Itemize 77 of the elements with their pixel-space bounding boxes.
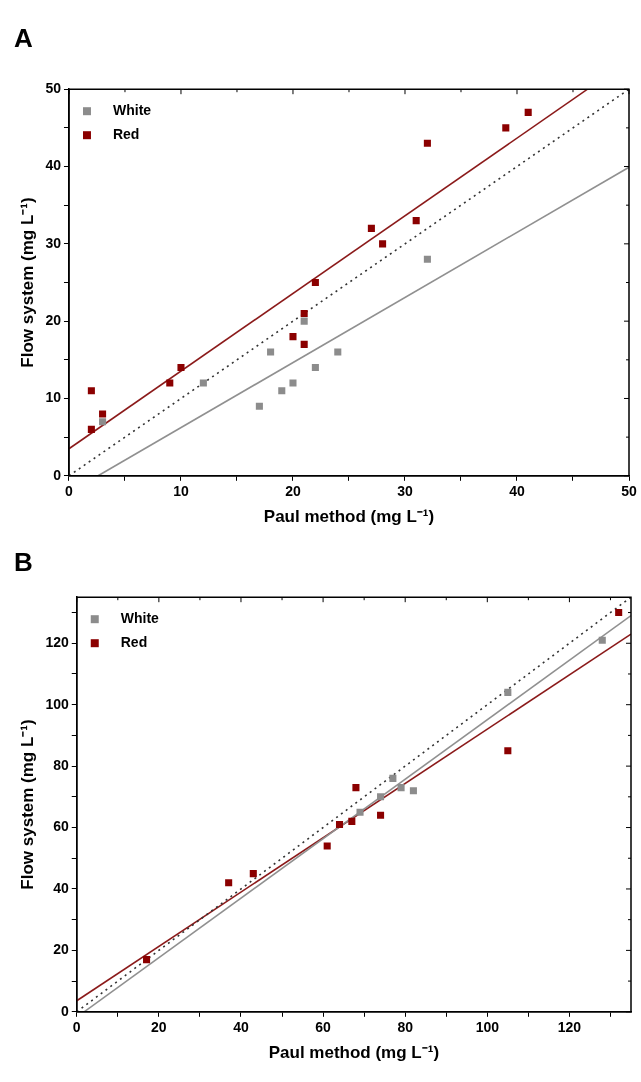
point	[255, 402, 263, 410]
legend-label: White	[112, 102, 152, 119]
point	[289, 379, 297, 387]
point	[423, 255, 431, 263]
y-tick-label: 0	[53, 466, 62, 483]
point	[524, 108, 532, 116]
point	[377, 793, 385, 801]
point	[99, 410, 107, 418]
y-tick-label: 40	[53, 879, 69, 896]
y-axis-title: Flow system (mg L⁻¹)	[17, 197, 37, 368]
x-tick-label: 50	[621, 483, 637, 500]
y-tick-label: 120	[45, 634, 69, 651]
point	[143, 956, 151, 964]
point	[409, 787, 417, 795]
point	[397, 784, 405, 792]
y-tick-label: 10	[45, 389, 62, 406]
point	[199, 379, 207, 387]
y-axis-title: Flow system (mg L⁻¹)	[17, 719, 37, 890]
y-tick-label: 50	[45, 80, 62, 97]
point	[389, 774, 397, 782]
point	[311, 364, 319, 372]
point	[502, 124, 510, 132]
x-tick-label: 80	[397, 1019, 414, 1036]
point	[504, 688, 512, 696]
point	[504, 747, 512, 755]
point	[87, 425, 95, 433]
x-tick-label: 120	[557, 1019, 582, 1036]
point	[177, 364, 185, 372]
point	[615, 609, 623, 617]
x-axis-title: Paul method (mg L⁻¹)	[263, 507, 435, 527]
y-tick-label: 20	[53, 941, 69, 958]
y-tick-label: 80	[53, 756, 69, 773]
y-tick-label: 60	[53, 818, 69, 835]
x-tick-label: 40	[233, 1019, 249, 1036]
point	[367, 224, 375, 232]
x-tick-label: 30	[397, 483, 413, 500]
point	[278, 387, 286, 395]
point	[356, 808, 364, 816]
point	[99, 418, 107, 426]
x-tick-label: 0	[72, 1019, 81, 1036]
point	[379, 240, 387, 248]
point	[87, 387, 95, 395]
y-tick-label: 40	[45, 157, 62, 174]
point	[335, 820, 344, 828]
chart-title: A	[14, 22, 33, 53]
point	[166, 379, 174, 387]
chart-title: B	[14, 546, 33, 577]
point	[289, 333, 297, 341]
point	[300, 317, 308, 325]
y-tick-label: 100	[45, 695, 69, 712]
legend-label: Red	[112, 126, 140, 143]
y-tick-label: 0	[60, 1002, 69, 1019]
legend-label: Red	[120, 634, 148, 651]
x-tick-label: 60	[315, 1019, 332, 1036]
point	[300, 340, 308, 348]
point	[348, 817, 356, 825]
point	[598, 636, 606, 644]
point	[300, 309, 308, 317]
x-tick-label: 100	[475, 1019, 500, 1036]
x-tick-label: 10	[173, 483, 189, 500]
y-tick-label: 30	[45, 234, 62, 251]
legend-label: White	[120, 610, 160, 627]
point	[352, 784, 360, 792]
x-tick-label: 40	[509, 483, 525, 500]
point	[323, 842, 331, 850]
point	[267, 348, 275, 356]
y-tick-label: 20	[45, 312, 62, 329]
x-tick-label: 20	[151, 1019, 167, 1036]
point	[249, 870, 257, 878]
x-axis-title: Paul method (mg L⁻¹)	[268, 1043, 440, 1063]
x-tick-label: 20	[285, 483, 301, 500]
point	[311, 278, 319, 287]
point	[334, 348, 342, 356]
point	[225, 879, 233, 887]
point	[423, 139, 431, 147]
point	[377, 811, 385, 819]
point	[412, 217, 420, 225]
